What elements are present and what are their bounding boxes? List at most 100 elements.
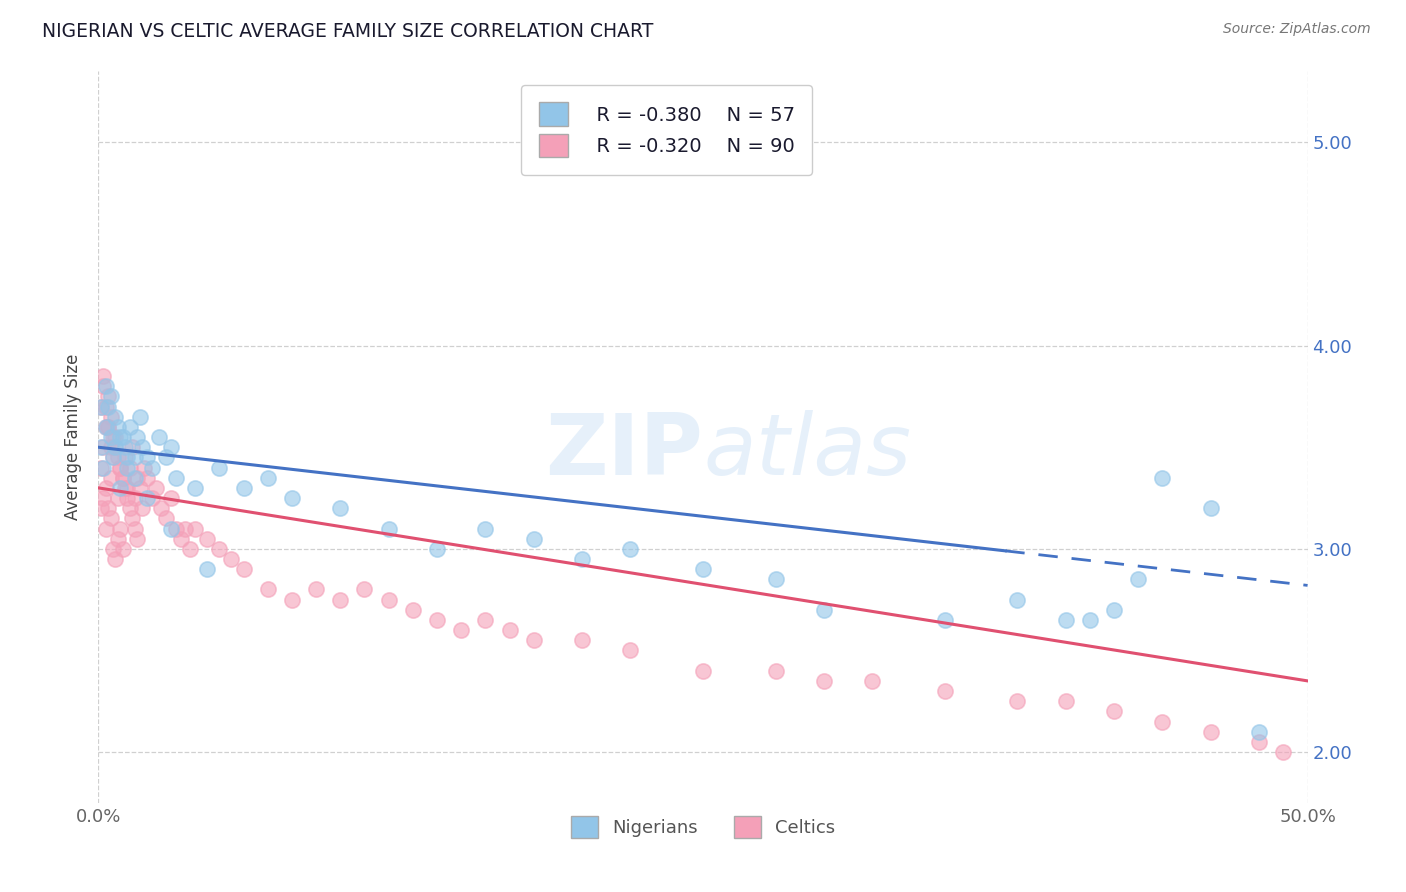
Point bbox=[107, 491, 129, 505]
Point bbox=[232, 481, 254, 495]
Point bbox=[765, 572, 787, 586]
Point bbox=[1128, 572, 1150, 586]
Point bbox=[232, 562, 254, 576]
Point bbox=[165, 471, 187, 485]
Point bbox=[121, 511, 143, 525]
Point bbox=[104, 552, 127, 566]
Point bbox=[127, 471, 149, 485]
Point bbox=[124, 491, 146, 505]
Point bbox=[1007, 592, 1029, 607]
Point bbox=[1152, 471, 1174, 485]
Point bbox=[1054, 613, 1077, 627]
Point bbox=[160, 491, 183, 505]
Point bbox=[256, 471, 278, 485]
Point bbox=[97, 501, 120, 516]
Point bbox=[94, 400, 117, 414]
Point bbox=[692, 664, 714, 678]
Point bbox=[108, 521, 131, 535]
Point bbox=[141, 491, 163, 505]
Point bbox=[1102, 603, 1125, 617]
Text: atlas: atlas bbox=[703, 410, 911, 493]
Point bbox=[128, 409, 150, 424]
Point bbox=[90, 440, 112, 454]
Point bbox=[117, 450, 139, 465]
Point bbox=[104, 409, 127, 424]
Point bbox=[107, 450, 129, 465]
Point bbox=[426, 541, 449, 556]
Point bbox=[150, 501, 173, 516]
Point bbox=[169, 532, 191, 546]
Point bbox=[571, 633, 593, 648]
Text: NIGERIAN VS CELTIC AVERAGE FAMILY SIZE CORRELATION CHART: NIGERIAN VS CELTIC AVERAGE FAMILY SIZE C… bbox=[42, 22, 654, 41]
Point bbox=[111, 430, 134, 444]
Point bbox=[160, 521, 183, 535]
Point bbox=[114, 450, 136, 465]
Point bbox=[377, 521, 399, 535]
Point bbox=[108, 460, 131, 475]
Point bbox=[101, 450, 124, 465]
Point bbox=[90, 400, 112, 414]
Point bbox=[155, 450, 177, 465]
Point bbox=[195, 532, 218, 546]
Point bbox=[121, 440, 143, 454]
Point bbox=[174, 521, 197, 535]
Point bbox=[148, 430, 170, 444]
Point bbox=[450, 623, 472, 637]
Point bbox=[118, 460, 141, 475]
Point bbox=[1249, 724, 1271, 739]
Point bbox=[108, 481, 131, 495]
Point bbox=[124, 521, 146, 535]
Point bbox=[1054, 694, 1077, 708]
Point bbox=[111, 541, 134, 556]
Point bbox=[111, 471, 134, 485]
Point bbox=[813, 673, 835, 688]
Point bbox=[101, 450, 124, 465]
Point bbox=[1078, 613, 1101, 627]
Point bbox=[100, 409, 122, 424]
Point bbox=[128, 481, 150, 495]
Point bbox=[100, 430, 122, 444]
Point bbox=[117, 491, 139, 505]
Point bbox=[498, 623, 520, 637]
Point bbox=[1007, 694, 1029, 708]
Point bbox=[91, 460, 114, 475]
Point bbox=[90, 460, 112, 475]
Point bbox=[94, 521, 117, 535]
Point bbox=[97, 420, 120, 434]
Point bbox=[571, 552, 593, 566]
Point bbox=[179, 541, 201, 556]
Point bbox=[195, 562, 218, 576]
Point bbox=[91, 491, 114, 505]
Point bbox=[114, 481, 136, 495]
Point bbox=[860, 673, 883, 688]
Point bbox=[426, 613, 449, 627]
Point bbox=[108, 430, 131, 444]
Point bbox=[1272, 745, 1295, 759]
Point bbox=[141, 460, 163, 475]
Point bbox=[474, 613, 496, 627]
Point bbox=[402, 603, 425, 617]
Point bbox=[118, 420, 141, 434]
Point bbox=[221, 552, 243, 566]
Y-axis label: Average Family Size: Average Family Size bbox=[63, 354, 82, 520]
Point bbox=[104, 440, 127, 454]
Point bbox=[281, 491, 304, 505]
Point bbox=[97, 420, 120, 434]
Point bbox=[208, 541, 231, 556]
Point bbox=[91, 379, 114, 393]
Point bbox=[94, 481, 117, 495]
Point bbox=[353, 582, 375, 597]
Point bbox=[1199, 501, 1222, 516]
Point bbox=[127, 430, 149, 444]
Point bbox=[208, 460, 231, 475]
Point bbox=[619, 643, 641, 657]
Point bbox=[111, 471, 134, 485]
Point bbox=[127, 532, 149, 546]
Point bbox=[117, 460, 139, 475]
Point bbox=[145, 481, 167, 495]
Point bbox=[765, 664, 787, 678]
Point bbox=[94, 420, 117, 434]
Point bbox=[124, 450, 146, 465]
Point bbox=[124, 471, 146, 485]
Point bbox=[100, 389, 122, 403]
